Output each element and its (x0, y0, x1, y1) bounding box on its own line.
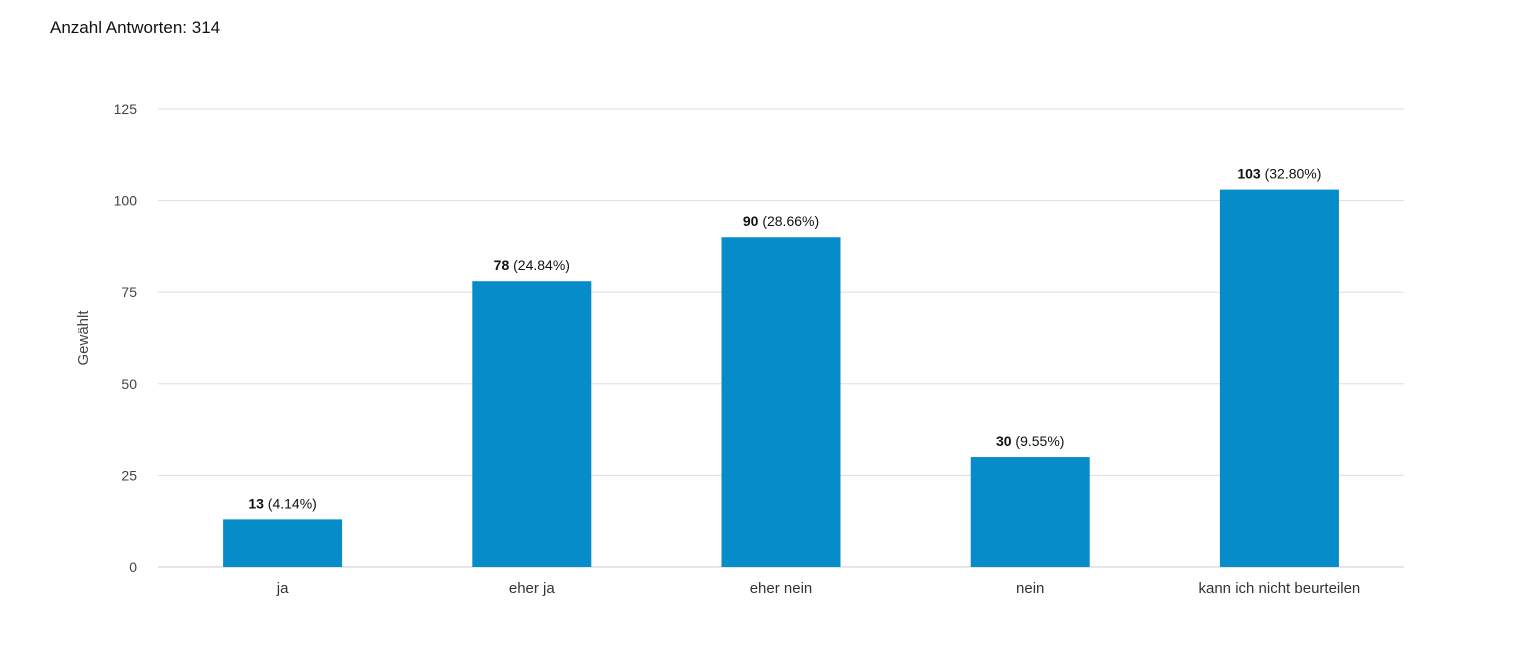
bars (223, 189, 1339, 568)
bar-kann-ich-nicht-beurteilen (1219, 189, 1339, 567)
bar-nein (970, 457, 1090, 567)
data-label-count: 103 (1237, 166, 1261, 182)
y-tick-label: 100 (114, 193, 138, 209)
y-axis-title: Gewählt (75, 310, 92, 366)
data-label-percent: (28.66%) (758, 213, 819, 229)
data-label-count: 90 (743, 213, 759, 229)
data-label-percent: (24.84%) (509, 257, 570, 273)
x-category-label: ja (276, 580, 289, 597)
response-count-label: Anzahl Antworten: 314 (50, 18, 221, 37)
data-label: 90 (28.66%) (743, 213, 819, 229)
data-label-percent: (4.14%) (264, 495, 317, 511)
data-label-count: 13 (248, 495, 264, 511)
bar-eher-nein (721, 237, 841, 568)
data-label: 13 (4.14%) (248, 495, 317, 511)
data-label: 103 (32.80%) (1237, 166, 1321, 182)
bar-eher-ja (472, 281, 592, 567)
x-category-label: kann ich nicht beurteilen (1199, 580, 1361, 597)
data-label-percent: (32.80%) (1261, 166, 1322, 182)
data-label: 30 (9.55%) (996, 433, 1065, 449)
data-label-count: 78 (494, 257, 510, 273)
y-tick-label: 125 (114, 101, 138, 117)
y-tick-label: 0 (129, 559, 137, 575)
data-label-percent: (9.55%) (1012, 433, 1065, 449)
y-tick-labels: 0 25 50 75 100 125 (114, 101, 138, 575)
y-tick-label: 25 (121, 467, 137, 483)
x-category-label: nein (1016, 580, 1044, 597)
x-category-label: eher ja (509, 580, 556, 597)
bar-ja (223, 519, 343, 567)
data-labels: 13 (4.14%) 78 (24.84%) 90 (28.66%) 30 (9.55… (248, 166, 1321, 512)
y-tick-label: 50 (121, 376, 137, 392)
data-label-count: 30 (996, 433, 1012, 449)
y-tick-label: 75 (121, 284, 137, 300)
x-category-labels: ja eher ja eher nein nein kann ich nicht beu… (276, 580, 1361, 597)
data-label: 78 (24.84%) (494, 257, 570, 273)
x-category-label: eher nein (750, 580, 813, 597)
